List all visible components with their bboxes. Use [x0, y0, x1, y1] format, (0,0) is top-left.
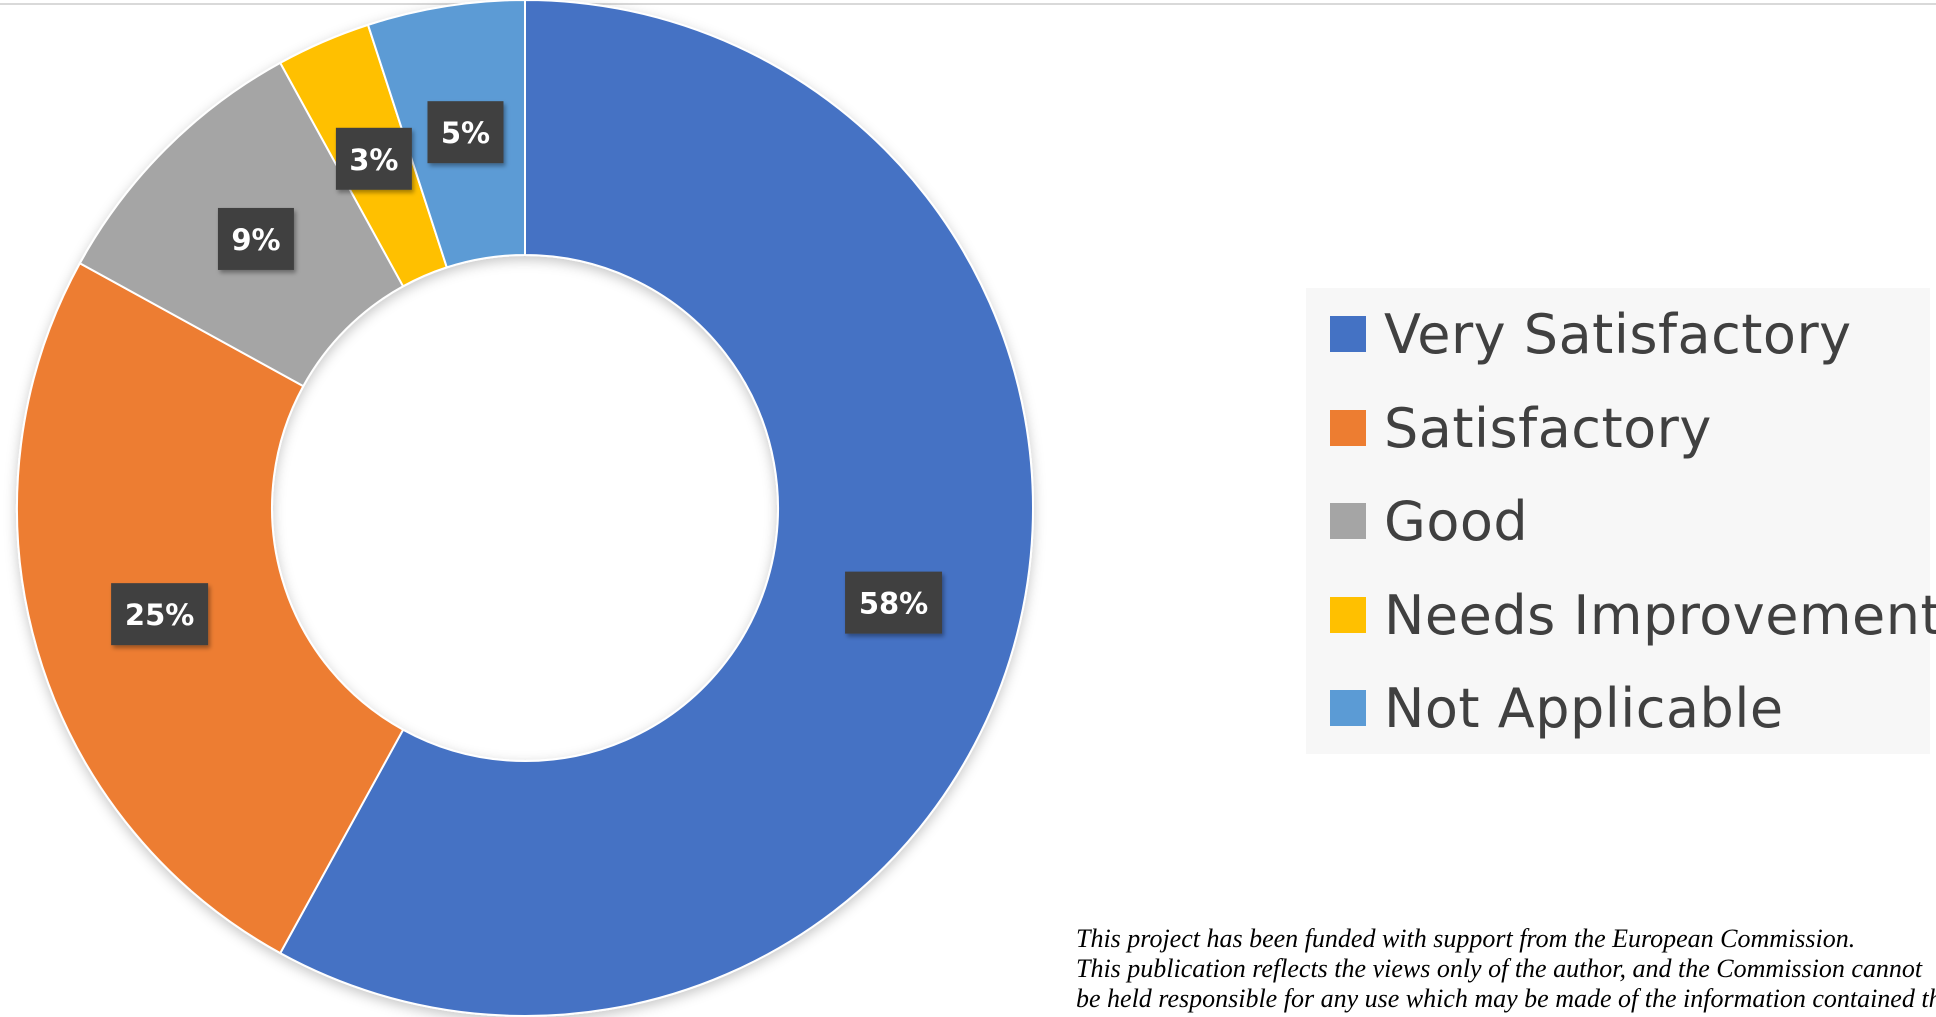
legend-label: Needs Improvement: [1384, 583, 1936, 647]
legend-item: Needs Improvement: [1330, 583, 1936, 647]
disclaimer-line: be held responsible for any use which ma…: [1076, 984, 1936, 1013]
top-border: [0, 3, 1936, 5]
legend-item: Satisfactory: [1330, 396, 1712, 460]
data-label-box: [845, 571, 943, 634]
data-label-box: [111, 583, 209, 646]
legend-item: Very Satisfactory: [1330, 302, 1852, 366]
donut-slice: [16, 261, 405, 955]
legend-swatch: [1330, 597, 1366, 633]
data-label: 25%: [111, 583, 209, 646]
funding-disclaimer: This project has been funded with suppor…: [1076, 924, 1936, 1014]
data-label-text: 5%: [441, 116, 490, 150]
data-label: 58%: [845, 571, 943, 634]
data-label-text: 9%: [231, 223, 280, 257]
chart-legend: Very Satisfactory Satisfactory Good Need…: [1306, 288, 1936, 754]
legend-item: Good: [1330, 489, 1529, 553]
data-label: 5%: [427, 101, 504, 164]
legend-item: Not Applicable: [1330, 676, 1784, 740]
legend-label: Not Applicable: [1384, 676, 1784, 740]
data-label-text: 3%: [349, 143, 398, 177]
legend-label: Satisfactory: [1384, 396, 1712, 460]
data-label-text: 25%: [125, 598, 194, 632]
legend-label: Very Satisfactory: [1384, 302, 1852, 366]
legend-swatch: [1330, 410, 1366, 446]
data-label-box: [427, 101, 504, 164]
data-label: 9%: [217, 207, 294, 270]
data-label: 3%: [335, 127, 412, 190]
data-label-text: 58%: [859, 587, 928, 621]
data-label-box: [217, 207, 294, 270]
donut-slice: [278, 0, 1034, 1017]
data-label-box: [335, 127, 412, 190]
disclaimer-line: This publication reflects the views only…: [1076, 954, 1923, 983]
legend-swatch: [1330, 690, 1366, 726]
legend-swatch: [1330, 503, 1366, 539]
legend-swatch: [1330, 316, 1366, 352]
legend-label: Good: [1384, 489, 1529, 553]
disclaimer-line: This project has been funded with suppor…: [1076, 924, 1856, 953]
